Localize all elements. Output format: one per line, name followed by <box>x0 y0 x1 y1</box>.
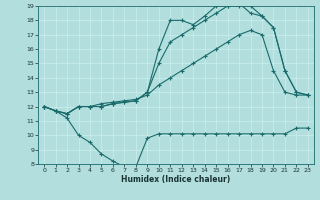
X-axis label: Humidex (Indice chaleur): Humidex (Indice chaleur) <box>121 175 231 184</box>
